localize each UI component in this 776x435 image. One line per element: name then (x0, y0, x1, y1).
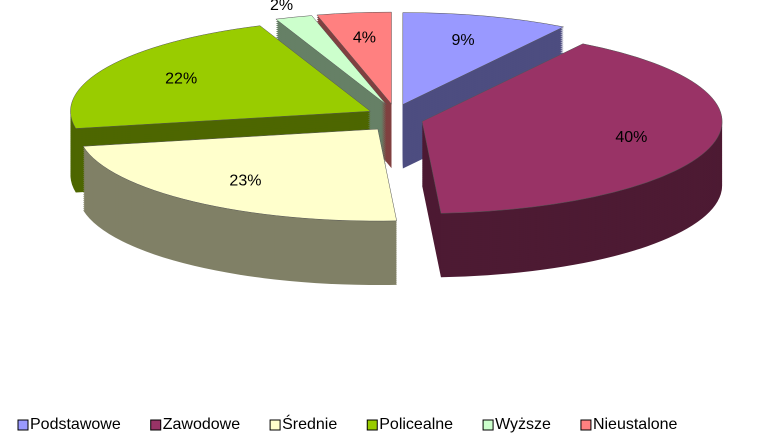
legend-label: Nieustalone (593, 416, 678, 433)
legend-label: Podstawowe (30, 416, 121, 433)
data-label: 2% (270, 0, 293, 14)
slice (82, 128, 397, 222)
legend-label: Wyższe (495, 416, 551, 433)
slice (70, 25, 372, 129)
slice (316, 11, 392, 105)
legend-swatch (580, 419, 592, 431)
slice (402, 12, 565, 105)
legend-swatch (150, 419, 162, 431)
legend-label: Średnie (282, 414, 337, 433)
data-label: 22% (165, 71, 197, 88)
legend-swatch (269, 419, 281, 431)
data-label: 4% (353, 30, 376, 47)
legend-swatch (17, 419, 29, 431)
slice (275, 15, 387, 105)
legend-swatch (482, 419, 494, 431)
legend-label: Policealne (379, 416, 453, 433)
legend-swatch (366, 419, 378, 431)
data-label: 9% (452, 32, 475, 49)
data-label: 23% (229, 173, 261, 190)
slice (421, 43, 723, 214)
legend-label: Zawodowe (163, 416, 240, 433)
data-label: 40% (615, 129, 647, 146)
